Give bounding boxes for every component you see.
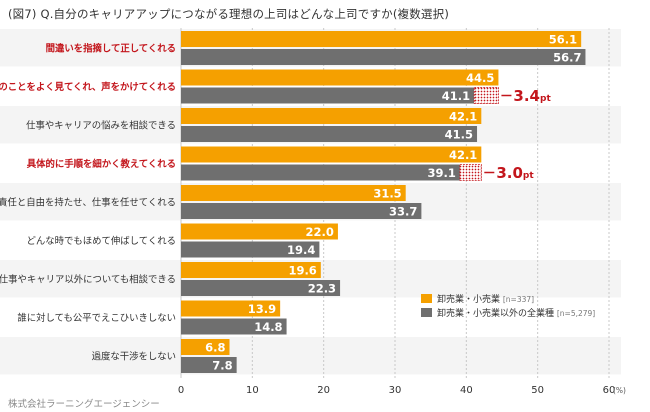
difference-label: 3.4pt	[513, 87, 551, 105]
x-tick-label: 60	[603, 385, 616, 396]
bar-value-label: 14.8	[254, 320, 282, 334]
bar-series-2	[181, 318, 287, 335]
bar-series-1	[181, 262, 321, 278]
x-tick-label: 20	[317, 385, 330, 396]
bar-value-label: 41.5	[445, 128, 473, 142]
category-label: 責任と自由を持たせ、仕事を任せてくれる	[0, 197, 176, 209]
bar-series-2	[181, 280, 341, 296]
legend-entry: 卸売業・小売業 [n=337]	[437, 293, 534, 305]
bar-series-1	[181, 69, 499, 86]
category-label: 仕事やキャリア以外についても相談できる	[0, 274, 176, 286]
bar-series-2	[181, 87, 475, 104]
difference-hatch	[473, 87, 499, 104]
bar-series-1	[181, 339, 230, 355]
x-tick-label: 10	[246, 385, 259, 396]
bar-value-label: 13.9	[248, 302, 276, 316]
bar-series-1	[181, 146, 482, 163]
bar-series-1	[181, 108, 482, 124]
category-label: 仕事やキャリアの悩みを相談できる	[26, 120, 176, 132]
x-tick-label: 30	[389, 385, 402, 396]
x-tick-label: 0	[178, 385, 184, 396]
bar-value-label: 19.4	[287, 243, 315, 257]
bar-series-2	[181, 126, 478, 142]
bar-series-1	[181, 300, 281, 317]
bar-value-label: 7.8	[212, 359, 232, 373]
bar-series-2	[181, 203, 422, 219]
category-label: 具体的に手順を細かく教えてくれる	[26, 158, 176, 170]
chart-title: (図7) Q.自分のキャリアアップにつながる理想の上司はどんな上司ですか(複数選…	[8, 7, 450, 21]
bar-series-2	[181, 49, 586, 65]
bar-value-label: 44.5	[466, 71, 494, 85]
bar-value-label: 39.1	[428, 166, 456, 180]
category-label: 間違いを指摘して正してくれる	[46, 43, 176, 55]
bar-value-label: 33.7	[389, 205, 417, 219]
legend-swatch	[421, 308, 432, 317]
difference-hatch	[459, 164, 482, 181]
category-label: 過度な干渉をしない	[92, 351, 176, 363]
difference-label: 3.0pt	[496, 164, 534, 182]
category-label: 自分のことをよく見てくれ、声をかけてくれる	[0, 81, 176, 93]
bar-value-label: 22.0	[306, 225, 334, 239]
bar-value-label: 42.1	[449, 148, 477, 162]
bar-value-label: 42.1	[449, 110, 477, 124]
bar-series-2	[181, 357, 237, 373]
x-tick-label: 40	[460, 385, 473, 396]
bar-value-label: 19.6	[288, 264, 316, 278]
legend-swatch	[421, 294, 432, 303]
row-band	[0, 337, 621, 375]
legend-entry: 卸売業・小売業以外の全業種 [n=5,279]	[437, 307, 595, 319]
bar-value-label: 41.1	[442, 89, 470, 103]
bar-series-1	[181, 185, 406, 201]
footer-credit: 株式会社ラーニングエージェンシー	[8, 399, 160, 410]
x-axis-unit: (%)	[613, 386, 626, 395]
x-tick-label: 50	[531, 385, 544, 396]
bar-value-label: 31.5	[373, 187, 401, 201]
category-label: どんな時でもほめて伸ばしてくれる	[27, 235, 176, 247]
bar-value-label: 22.3	[308, 282, 336, 296]
bar-value-label: 56.7	[553, 51, 581, 65]
bar-series-1	[181, 31, 582, 47]
bar-series-1	[181, 223, 338, 240]
bar-series-2	[181, 164, 460, 181]
bar-value-label: 6.8	[205, 341, 225, 355]
bar-value-label: 56.1	[549, 33, 577, 47]
category-label: 誰に対しても公平でえこひいきしない	[17, 312, 176, 324]
bar-series-2	[181, 241, 320, 258]
